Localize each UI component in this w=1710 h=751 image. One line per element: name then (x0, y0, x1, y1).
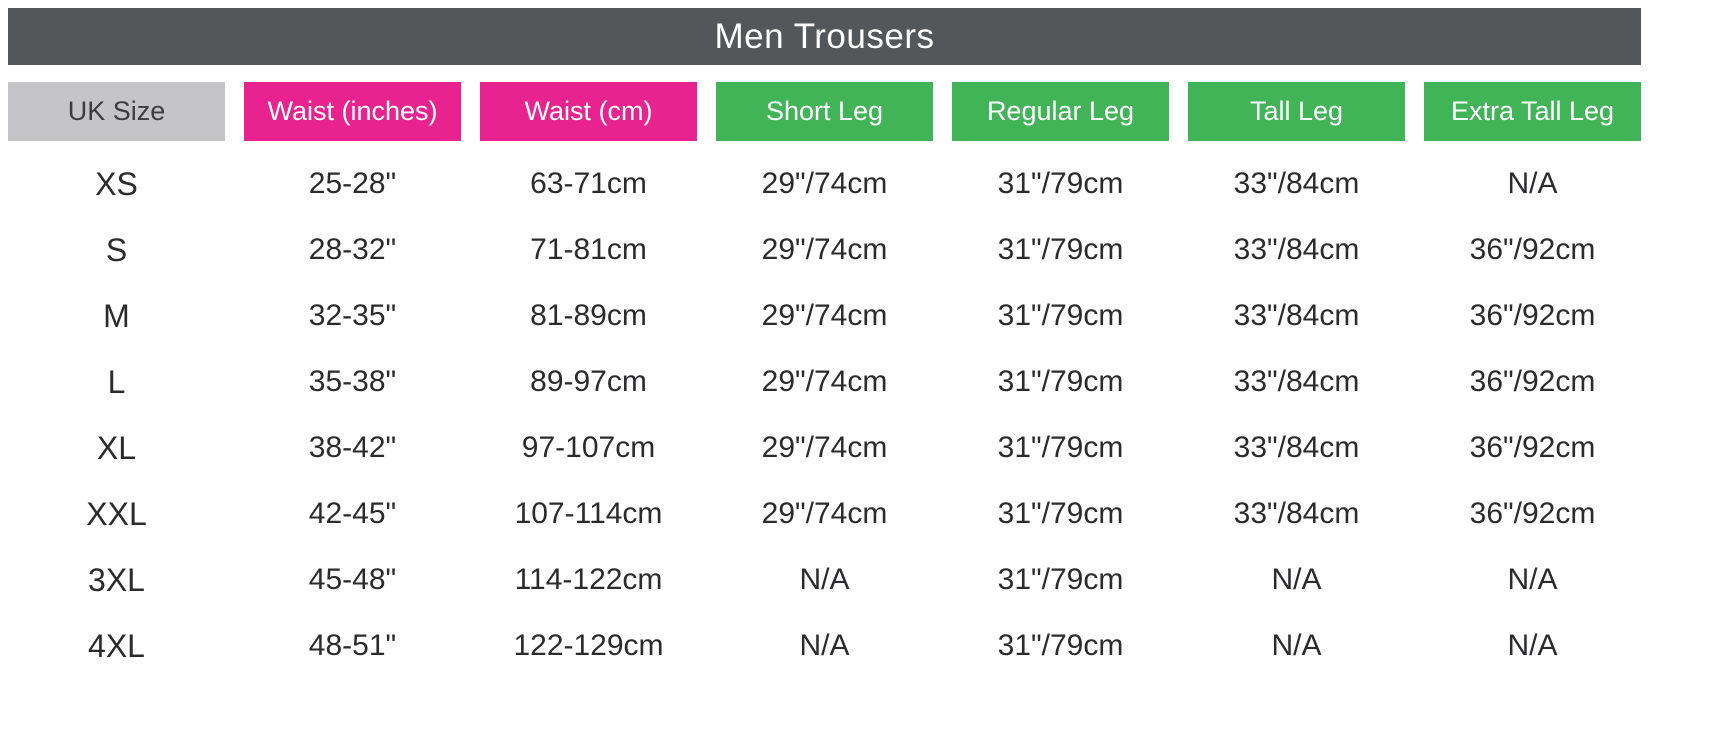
value-cell: 29"/74cm (761, 167, 888, 200)
value-cell: 33"/84cm (1233, 233, 1360, 266)
value-cell: 81-89cm (530, 299, 647, 332)
value-cell: 97-107cm (521, 431, 656, 464)
value-cell: 48-51" (308, 629, 397, 662)
value-cell: 31"/79cm (997, 167, 1124, 200)
column-header-short-leg: Short Leg (716, 82, 933, 141)
table-row: M 32-35" 81-89cm 29"/74cm 31"/79cm 33"/84cm 36… (8, 283, 1641, 349)
value-cell: 31"/79cm (997, 365, 1124, 398)
value-cell: 31"/79cm (997, 431, 1124, 464)
value-cell: 32-35" (308, 299, 397, 332)
size-cell: M (103, 297, 130, 334)
value-cell: N/A (1507, 167, 1558, 200)
size-cell: XL (96, 429, 137, 466)
value-cell: 36"/92cm (1469, 365, 1596, 398)
value-cell: 31"/79cm (997, 233, 1124, 266)
value-cell: 29"/74cm (761, 299, 888, 332)
value-cell: 33"/84cm (1233, 365, 1360, 398)
value-cell: 122-129cm (513, 629, 664, 662)
value-cell: 33"/84cm (1233, 497, 1360, 530)
table-row: XL 38-42" 97-107cm 29"/74cm 31"/79cm 33"/84cm… (8, 415, 1641, 481)
size-cell: S (105, 231, 128, 268)
value-cell: 33"/84cm (1233, 167, 1360, 200)
value-cell: N/A (1271, 629, 1322, 662)
value-cell: 31"/79cm (997, 497, 1124, 530)
column-header-tall-leg: Tall Leg (1188, 82, 1405, 141)
value-cell: 29"/74cm (761, 497, 888, 530)
value-cell: 29"/74cm (761, 365, 888, 398)
value-cell: 45-48" (308, 563, 397, 596)
column-header-regular-leg: Regular Leg (952, 82, 1169, 141)
column-header-waist-cm: Waist (cm) (480, 82, 697, 141)
value-cell: 107-114cm (514, 497, 663, 530)
chart-title: Men Trousers (714, 16, 935, 56)
value-cell: 71-81cm (530, 233, 647, 266)
size-cell: XXL (86, 495, 147, 532)
value-cell: 36"/92cm (1469, 233, 1596, 266)
value-cell: 31"/79cm (997, 563, 1124, 596)
value-cell: 35-38" (308, 365, 397, 398)
value-cell: 63-71cm (530, 167, 647, 200)
column-header-uk-size: UK Size (8, 82, 225, 141)
value-cell: 28-32" (308, 233, 397, 266)
value-cell: 25-28" (308, 167, 397, 200)
size-cell: 3XL (88, 561, 145, 598)
column-header-extra-tall-leg: Extra Tall Leg (1424, 82, 1641, 141)
value-cell: N/A (799, 629, 850, 662)
value-cell: 31"/79cm (997, 629, 1124, 662)
size-cell: XS (95, 165, 138, 202)
table-row: L 35-38" 89-97cm 29"/74cm 31"/79cm 33"/84cm 36… (8, 349, 1641, 415)
chart-title-bar: Men Trousers (8, 8, 1641, 65)
value-cell: 33"/84cm (1233, 299, 1360, 332)
value-cell: 38-42" (308, 431, 397, 464)
value-cell: 36"/92cm (1469, 497, 1596, 530)
value-cell: 36"/92cm (1469, 431, 1596, 464)
table-header-row: UK Size Waist (inches) Waist (cm) Short Leg… (8, 82, 1641, 141)
value-cell: 36"/92cm (1469, 299, 1596, 332)
table-row: S 28-32" 71-81cm 29"/74cm 31"/79cm 33"/84cm 36… (8, 217, 1641, 283)
table-row: XXL 42-45" 107-114cm 29"/74cm 31"/79cm 33"/84… (8, 481, 1641, 547)
table-body: XS 25-28" 63-71cm 29"/74cm 31"/79cm 33"/84cm N… (8, 151, 1641, 679)
table-row: 4XL 48-51" 122-129cm N/A 31"/79cm N/A N/A (8, 613, 1641, 679)
value-cell: N/A (1507, 563, 1558, 596)
value-cell: 114-122cm (514, 563, 663, 596)
value-cell: N/A (1507, 629, 1558, 662)
value-cell: N/A (799, 563, 850, 596)
value-cell: N/A (1271, 563, 1322, 596)
value-cell: 33"/84cm (1233, 431, 1360, 464)
size-cell: 4XL (88, 627, 145, 664)
size-cell: L (107, 363, 126, 400)
value-cell: 29"/74cm (761, 431, 888, 464)
value-cell: 29"/74cm (761, 233, 888, 266)
value-cell: 42-45" (308, 497, 397, 530)
table-row: XS 25-28" 63-71cm 29"/74cm 31"/79cm 33"/84cm N… (8, 151, 1641, 217)
value-cell: 89-97cm (530, 365, 647, 398)
column-header-waist-inches: Waist (inches) (244, 82, 461, 141)
value-cell: 31"/79cm (997, 299, 1124, 332)
table-row: 3XL 45-48" 114-122cm N/A 31"/79cm N/A N/A (8, 547, 1641, 613)
